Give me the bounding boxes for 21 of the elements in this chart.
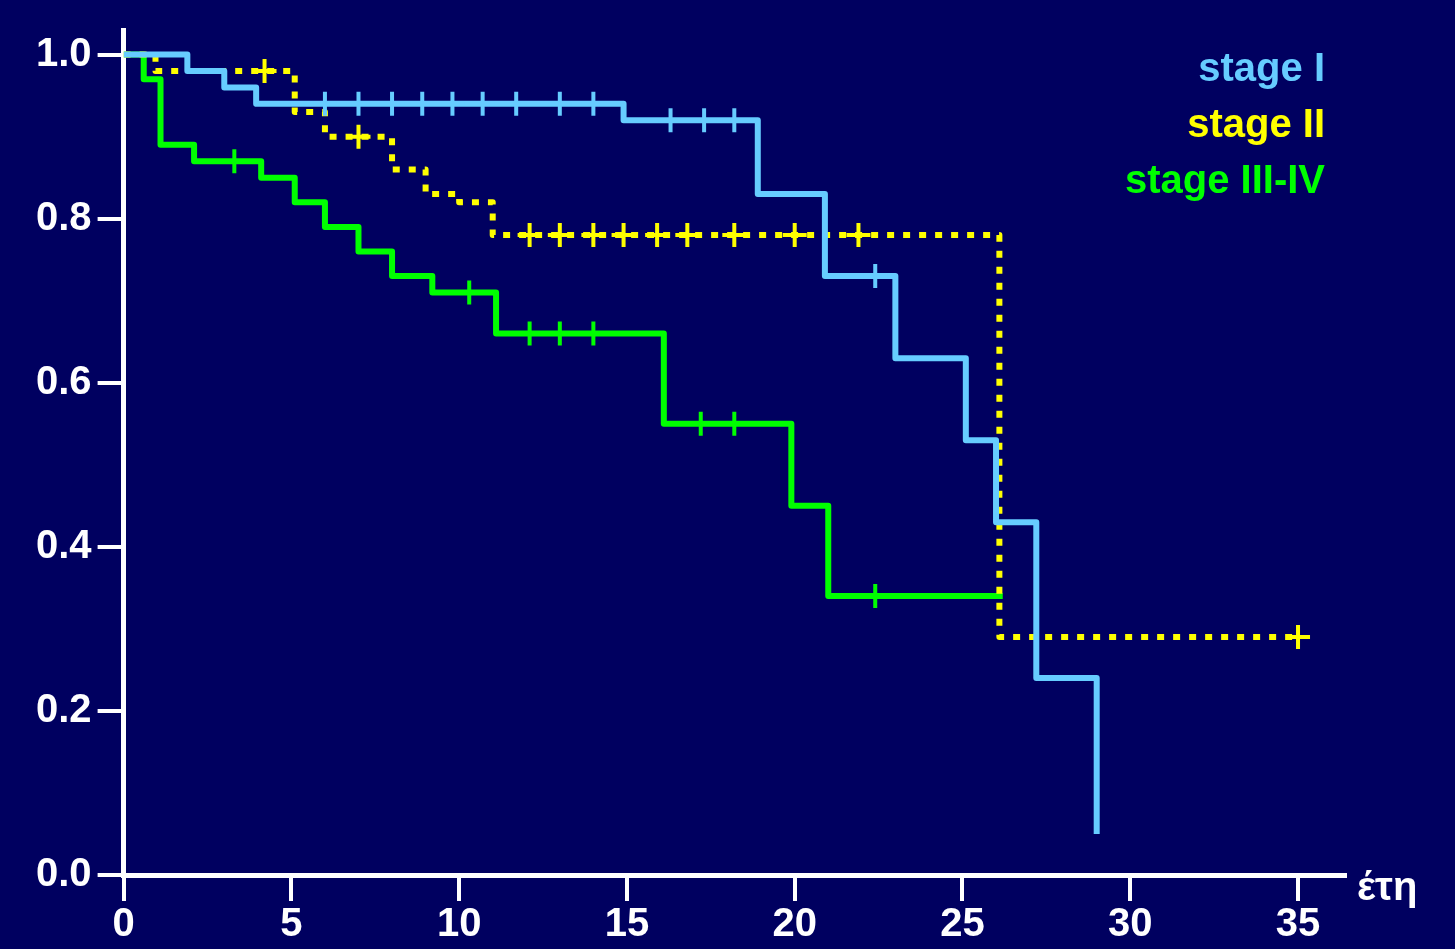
y-tick-label: 0.8 [36, 193, 92, 238]
x-axis-title: έτη [1357, 864, 1418, 909]
point [846, 223, 871, 248]
x-tick-label: 20 [772, 900, 817, 945]
x-tick-label: 30 [1108, 900, 1153, 945]
x-tick-label: 10 [436, 900, 482, 945]
x-tick-label: 35 [1275, 900, 1321, 945]
y-tick-label: 0.6 [36, 357, 92, 402]
x-tick-label: 25 [940, 900, 985, 945]
x-tick-label: 0 [112, 900, 135, 945]
text: stage III-IV [1124, 157, 1326, 202]
x-tick-label: 5 [280, 900, 303, 945]
y-tick-label: 0.2 [36, 685, 92, 730]
x-tick-label: 15 [604, 900, 650, 945]
point [782, 223, 807, 248]
y-tick-label: 0.4 [36, 521, 93, 566]
point [722, 223, 747, 248]
y-tick-label: 0.0 [36, 850, 92, 895]
text: stage I [1198, 45, 1325, 90]
text: stage II [1187, 101, 1325, 146]
y-tick-label: 1.0 [36, 29, 92, 74]
